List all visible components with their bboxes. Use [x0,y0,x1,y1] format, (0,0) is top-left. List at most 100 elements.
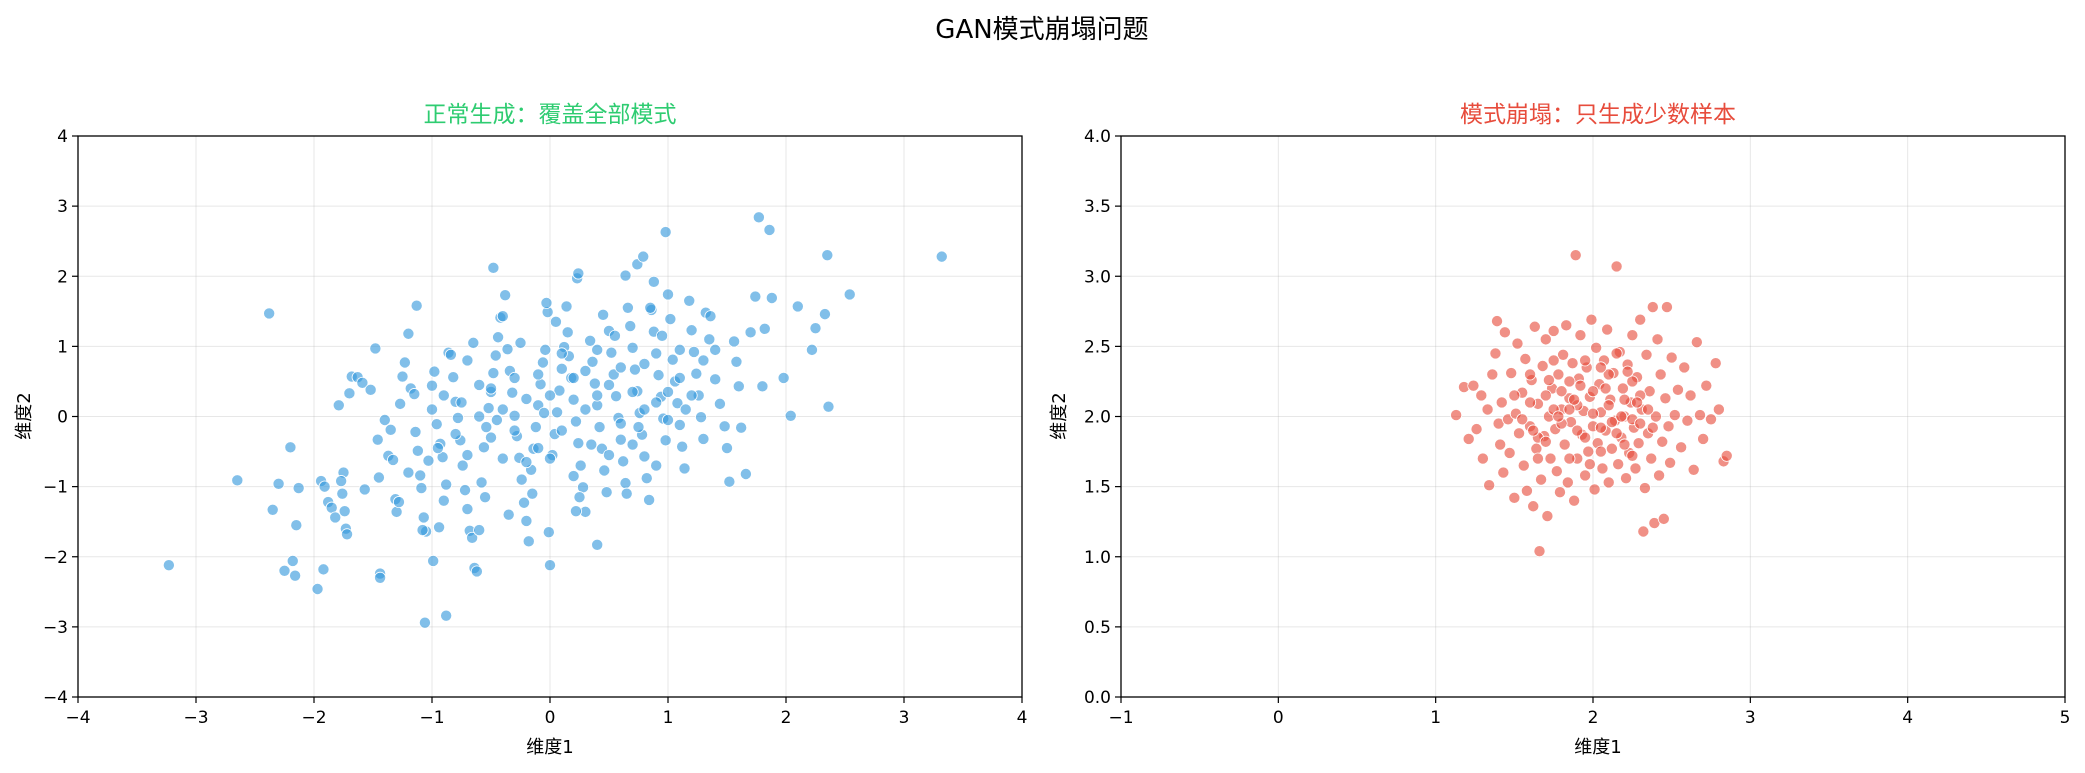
right-data-point [1610,347,1623,360]
left-data-point [843,288,856,301]
left-data-point [732,380,745,393]
left-data-point [311,583,324,596]
right-data-point [1665,351,1678,364]
right-data-point [1610,260,1623,273]
left-data-point [584,334,597,347]
right-data-point [1571,424,1584,437]
left-data-point [614,417,627,430]
right-data-point [1542,374,1555,387]
left-data-point [470,565,483,578]
right-x-tick-label: 2 [1588,708,1599,728]
left-data-point [621,301,634,314]
right-data-point [1651,333,1664,346]
right-data-point [1539,435,1552,448]
left-data-point [415,482,428,495]
right-data-point [1646,421,1659,434]
left-data-point [536,356,549,369]
right-data-point [1599,382,1612,395]
left-data-point [730,355,743,368]
left-data-point [662,385,675,398]
right-data-point [1656,435,1669,448]
left-data-point [713,397,726,410]
left-data-point [278,564,291,577]
left-x-tick-label: 4 [1017,708,1028,728]
right-data-point [1690,336,1703,349]
left-data-point [520,392,533,405]
left-data-point [744,326,757,339]
left-data-point [553,384,566,397]
left-data-point [431,442,444,455]
right-y-tick-label: 1.5 [1084,478,1111,498]
right-data-point [1681,414,1694,427]
left-data-point [473,410,486,423]
left-data-point [422,454,435,467]
right-data-point [1602,399,1615,412]
left-data-point [447,371,460,384]
left-data-point [343,387,356,400]
right-data-point [1634,313,1647,326]
left-data-point [614,361,627,374]
right-data-point [1533,545,1546,558]
left-data-point [567,371,580,384]
left-data-point [763,223,776,236]
left-data-point [567,393,580,406]
left-data-point [396,370,409,383]
right-data-point [1535,473,1548,486]
right-data-point [1494,438,1507,451]
left-data-point [822,400,835,413]
left-data-point [544,559,557,572]
left-data-point [499,289,512,302]
left-data-point [433,521,446,534]
left-data-point [821,249,834,262]
left-data-point [632,421,645,434]
right-data-point [1516,413,1529,426]
left-data-point [506,386,519,399]
left-data-point [480,421,493,434]
right-data-point [1720,449,1733,462]
right-data-point [1527,424,1540,437]
left-data-point [408,388,421,401]
right-data-point [1561,476,1574,489]
right-data-point [1657,512,1670,525]
right-data-point [1637,525,1650,538]
left-plot-frame [77,135,1023,698]
left-data-point [496,452,509,465]
left-data-point [659,226,672,239]
left-data-point [425,403,438,416]
right-data-point [1568,393,1581,406]
right-data-point [1524,396,1537,409]
left-data-point [598,464,611,477]
right-data-point [1539,333,1552,346]
right-data-point [1618,393,1631,406]
left-data-point [317,563,330,576]
right-points [1450,249,1733,558]
left-data-point [414,469,427,482]
right-data-point [1594,361,1607,374]
right-data-point [1476,452,1489,465]
left-data-point [687,345,700,358]
left-data-point [416,524,429,537]
right-data-point [1508,389,1521,402]
right-data-point [1450,409,1463,422]
right-data-point [1483,479,1496,492]
left-data-point [673,343,686,356]
left-data-point [515,473,528,486]
right-data-point [1524,368,1537,381]
right-data-point [1693,409,1706,422]
left-data-point [428,365,441,378]
right-data-point [1563,452,1576,465]
right-data-point [1618,438,1631,451]
left-data-point [430,418,443,431]
right-data-point [1671,383,1684,396]
left-data-point [619,477,632,490]
right-y-tick-label: 3.5 [1084,197,1111,217]
left-data-point [560,300,573,313]
left-data-point [728,335,741,348]
left-data-point [332,399,345,412]
left-x-tick-label: 2 [781,708,792,728]
right-data-point [1675,441,1688,454]
left-data-point [459,484,472,497]
right-data-point [1585,313,1598,326]
left-data-point [384,423,397,436]
left-data-point [614,433,627,446]
